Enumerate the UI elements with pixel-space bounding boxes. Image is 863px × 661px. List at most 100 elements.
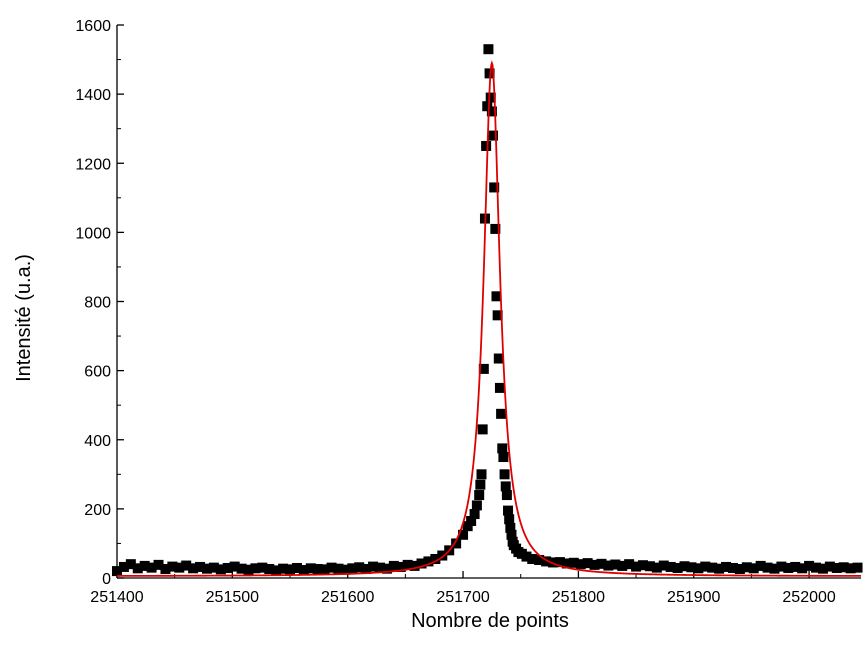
data-point — [326, 562, 337, 573]
data-point — [395, 561, 406, 572]
data-point — [561, 558, 572, 569]
data-point — [483, 44, 494, 55]
y-tick-label: 0 — [102, 571, 111, 588]
data-point — [188, 563, 199, 574]
data-point — [817, 563, 828, 574]
data-point — [462, 521, 473, 532]
data-point — [748, 563, 759, 574]
data-point — [762, 562, 773, 573]
data-point — [416, 558, 427, 569]
data-point — [291, 562, 302, 573]
fit-line — [117, 60, 861, 577]
data-point — [271, 565, 282, 576]
y-tick-label: 600 — [84, 364, 111, 381]
data-point — [501, 490, 512, 501]
data-point — [347, 563, 358, 574]
data-point — [236, 563, 247, 574]
data-point — [700, 561, 711, 572]
data-point — [494, 382, 505, 393]
x-tick-label: 251400 — [90, 589, 143, 606]
data-point — [665, 561, 676, 572]
data-point — [319, 564, 330, 575]
data-point — [368, 561, 379, 572]
data-point — [624, 559, 635, 570]
data-point — [139, 560, 150, 571]
data-point — [776, 561, 787, 572]
data-point — [489, 182, 500, 193]
data-point — [707, 562, 718, 573]
data-point — [790, 561, 801, 572]
data-point — [222, 562, 233, 573]
data-point — [118, 561, 129, 572]
data-point — [125, 559, 136, 570]
x-tick-label: 251600 — [321, 589, 374, 606]
y-tick-label: 1400 — [75, 87, 111, 104]
data-point — [153, 559, 164, 570]
data-point — [617, 560, 628, 571]
data-point — [160, 564, 171, 575]
data-point — [451, 538, 462, 549]
data-point — [486, 106, 497, 117]
tick-labels: 0 200 400 600 800 1000 1200 1400 1600 251400 25150… — [75, 18, 835, 606]
data-point — [503, 505, 514, 516]
x-tick-label: 251500 — [206, 589, 259, 606]
x-tick-label: 251700 — [436, 589, 489, 606]
data-point — [845, 563, 856, 574]
data-point — [811, 562, 822, 573]
y-tick-label: 200 — [84, 502, 111, 519]
x-axis-label: Nombre de points — [411, 610, 569, 632]
data-point — [741, 562, 752, 573]
data-point — [596, 558, 607, 569]
data-point — [469, 509, 480, 520]
data-point — [534, 555, 545, 566]
scatter-series — [112, 44, 863, 577]
data-point — [824, 561, 835, 572]
data-point — [838, 562, 849, 573]
data-point — [278, 563, 289, 574]
data-point — [506, 529, 517, 540]
data-point — [490, 223, 501, 234]
data-point — [541, 556, 552, 567]
data-point — [482, 101, 493, 112]
data-point — [471, 500, 482, 511]
data-point — [644, 561, 655, 572]
data-point — [631, 561, 642, 572]
data-point — [229, 561, 240, 572]
data-point — [437, 550, 448, 561]
data-point — [852, 562, 863, 573]
data-point — [488, 130, 499, 141]
data-point — [610, 559, 621, 570]
data-point — [285, 564, 296, 575]
data-point — [167, 561, 178, 572]
data-point — [466, 515, 477, 526]
data-point — [475, 479, 486, 490]
data-point — [195, 561, 206, 572]
data-point — [727, 562, 738, 573]
data-point — [497, 443, 508, 454]
x-tick-label: 251800 — [552, 589, 605, 606]
data-point — [603, 560, 614, 571]
data-point — [354, 562, 365, 573]
y-tick-label: 800 — [84, 295, 111, 312]
data-point — [500, 481, 511, 492]
data-point — [305, 563, 316, 574]
data-point — [589, 559, 600, 570]
data-point — [312, 564, 323, 575]
y-tick-label: 1000 — [75, 225, 111, 242]
data-point — [243, 564, 254, 575]
fit-series — [117, 60, 861, 577]
data-point — [484, 68, 495, 79]
data-point — [174, 562, 185, 573]
data-point — [637, 560, 648, 571]
x-tick-label: 251900 — [667, 589, 720, 606]
data-point — [298, 565, 309, 576]
data-point — [485, 92, 496, 103]
data-point — [554, 557, 565, 568]
data-point — [361, 564, 372, 575]
data-point — [582, 558, 593, 569]
data-point — [769, 563, 780, 574]
y-axis-label: Intensité (u.a.) — [13, 254, 35, 382]
data-point — [521, 551, 532, 562]
data-point — [734, 564, 745, 575]
